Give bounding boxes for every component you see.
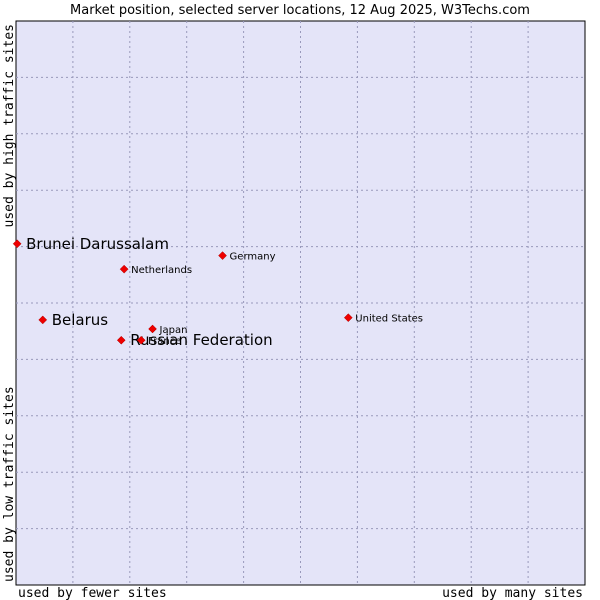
y-axis-label-bottom: used by low traffic sites: [2, 386, 17, 582]
chart-title: Market position, selected server locatio…: [70, 3, 530, 18]
marker-france[interactable]: [136, 335, 146, 345]
label-germany: Germany: [230, 252, 276, 263]
label-japan: Japan: [159, 325, 188, 336]
marker-brunei-darussalam[interactable]: [12, 239, 22, 249]
label-france: France: [148, 336, 181, 347]
point-russian-federation[interactable]: Russian Federation: [116, 331, 273, 349]
point-japan[interactable]: Japan: [148, 324, 188, 336]
x-axis-label-right: used by many sites: [442, 586, 583, 600]
point-france[interactable]: France: [136, 335, 181, 347]
label-brunei-darussalam: Brunei Darussalam: [26, 235, 169, 253]
grid-lines: [16, 21, 585, 585]
data-points: Brunei Darussalam Belarus Russian Federati…: [12, 235, 423, 349]
label-russian-federation: Russian Federation: [130, 331, 272, 349]
marker-united-states[interactable]: [343, 313, 353, 323]
label-belarus: Belarus: [52, 311, 109, 329]
marker-germany[interactable]: [218, 251, 227, 260]
x-axis-label-left: used by fewer sites: [18, 586, 167, 600]
marker-russian-federation[interactable]: [116, 335, 126, 345]
marker-japan[interactable]: [148, 324, 157, 334]
y-axis-label-top: used by high traffic sites: [2, 24, 17, 228]
point-germany[interactable]: Germany: [218, 251, 276, 263]
point-netherlands[interactable]: Netherlands: [119, 264, 192, 276]
point-belarus[interactable]: Belarus: [38, 311, 109, 329]
label-netherlands: Netherlands: [131, 265, 192, 276]
marker-belarus[interactable]: [38, 315, 48, 325]
marker-netherlands[interactable]: [119, 264, 129, 274]
label-united-states: United States: [355, 314, 423, 325]
point-united-states[interactable]: United States: [343, 313, 423, 325]
point-brunei-darussalam[interactable]: Brunei Darussalam: [12, 235, 169, 253]
